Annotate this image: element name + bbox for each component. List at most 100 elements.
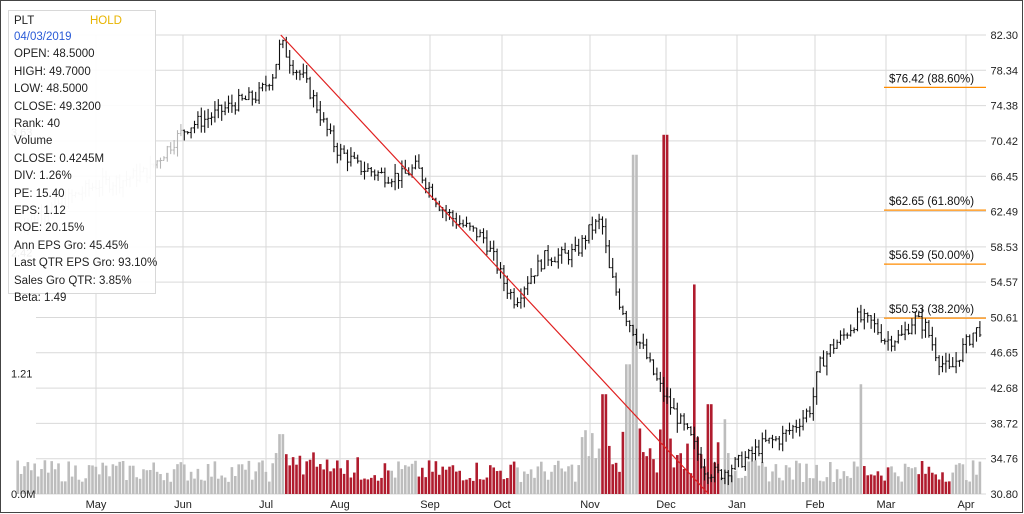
volume-bar: [863, 466, 866, 494]
volume-bar: [608, 445, 611, 494]
volume-bar: [87, 465, 91, 494]
volume-bar: [682, 469, 686, 494]
volume-bar: [155, 471, 159, 494]
volume-bar: [614, 462, 618, 494]
month-tick-label: Jan: [728, 499, 746, 511]
volume-bar: [553, 465, 557, 494]
volume-bar: [298, 455, 302, 494]
volume-bar: [414, 460, 417, 494]
price-tick-label: 34.76: [990, 454, 1018, 466]
price-tick-label: 30.80: [990, 489, 1018, 501]
volume-bar: [60, 481, 64, 494]
volume-bar: [944, 481, 948, 494]
volume-bar: [686, 443, 689, 494]
volume-bar: [635, 154, 638, 494]
volume-bars: [16, 134, 982, 495]
price-tick-label: 70.42: [990, 136, 1018, 148]
volume-bar: [550, 471, 553, 494]
volume-bar: [77, 479, 81, 494]
volume-bar: [305, 461, 308, 494]
axes: 82.30 78.34 74.38 70.42 66.45 62.49 58.53 54.57…: [11, 30, 1018, 511]
volume-bar: [468, 478, 472, 494]
volume-bar: [138, 478, 142, 494]
volume-bar: [206, 464, 210, 494]
volume-bar: [784, 465, 788, 494]
volume-bar: [200, 479, 203, 494]
volume-bar: [965, 480, 968, 494]
price-bars: [16, 36, 982, 486]
volume-bar: [145, 470, 149, 494]
volume-bar: [914, 467, 917, 494]
volume-bar: [438, 474, 441, 494]
volume-bar: [526, 473, 529, 494]
volume-bar: [801, 481, 805, 494]
volume-bar: [580, 437, 584, 494]
volume-bar: [948, 481, 951, 494]
month-tick-label: Aug: [330, 499, 350, 511]
volume-bar: [366, 479, 370, 494]
volume-bar: [210, 476, 213, 494]
volume-bar: [869, 474, 873, 494]
volume-bar: [825, 477, 829, 494]
volume-bar: [669, 438, 672, 494]
volume-bar: [638, 428, 642, 494]
volume-bar: [846, 476, 849, 494]
volume-bar: [750, 461, 754, 494]
volume-bar: [169, 481, 172, 494]
volume-bar: [529, 469, 533, 494]
volume-tick-label: 0.0M: [11, 489, 35, 501]
volume-bar: [135, 477, 138, 494]
volume-bar: [217, 478, 220, 494]
volume-bar: [934, 474, 937, 494]
volume-bar: [893, 472, 897, 494]
price-tick-label: 54.57: [990, 277, 1018, 289]
volume-bar: [771, 471, 774, 494]
volume-bar: [254, 471, 257, 494]
volume-bar: [652, 459, 655, 494]
volume-bar: [832, 482, 835, 494]
volume-bar: [271, 463, 274, 494]
volume-tick-label: 1.21: [11, 368, 32, 380]
volume-bar: [730, 475, 733, 494]
volume-bar: [611, 464, 614, 494]
volume-bar: [478, 479, 482, 494]
price-tick-label: 50.61: [990, 312, 1018, 324]
volume-bar: [342, 473, 346, 494]
volume-bar: [223, 477, 227, 494]
volume-bar: [737, 478, 740, 494]
downtrend-line: [280, 34, 710, 495]
volume-bar: [560, 468, 563, 494]
volume-bar: [778, 477, 781, 494]
volume-bar: [193, 478, 196, 494]
volume-bar: [597, 448, 601, 494]
volume-bar: [971, 460, 975, 494]
volume-bar: [64, 481, 67, 494]
volume-bar: [937, 479, 941, 494]
volume-bar: [563, 471, 567, 494]
volume-bar: [873, 475, 876, 494]
month-tick-label: Feb: [806, 499, 825, 511]
month-tick-label: May: [86, 499, 107, 511]
volume-bar: [356, 457, 359, 494]
volume-bar: [798, 463, 801, 494]
volume-bar: [244, 469, 247, 494]
volume-bar: [40, 469, 43, 494]
volume-bar: [679, 453, 682, 494]
volume-bar: [536, 466, 540, 494]
volume-bar: [152, 462, 155, 494]
volume-bar: [761, 461, 764, 494]
info-line: EPS: 1.12: [14, 205, 66, 218]
volume-bar: [866, 475, 869, 494]
info-line: Beta: 1.49: [14, 292, 67, 305]
volume-bar: [961, 464, 965, 494]
volume-bar: [699, 454, 703, 494]
volume-bar: [822, 481, 825, 494]
volume-bar: [876, 471, 880, 494]
volume-bar: [179, 462, 183, 494]
fib-label: $50.53 (38.20%): [889, 304, 974, 316]
volume-bar: [733, 470, 737, 494]
volume-bar: [720, 477, 723, 494]
volume-bar: [240, 464, 244, 494]
volume-bar: [587, 456, 591, 494]
